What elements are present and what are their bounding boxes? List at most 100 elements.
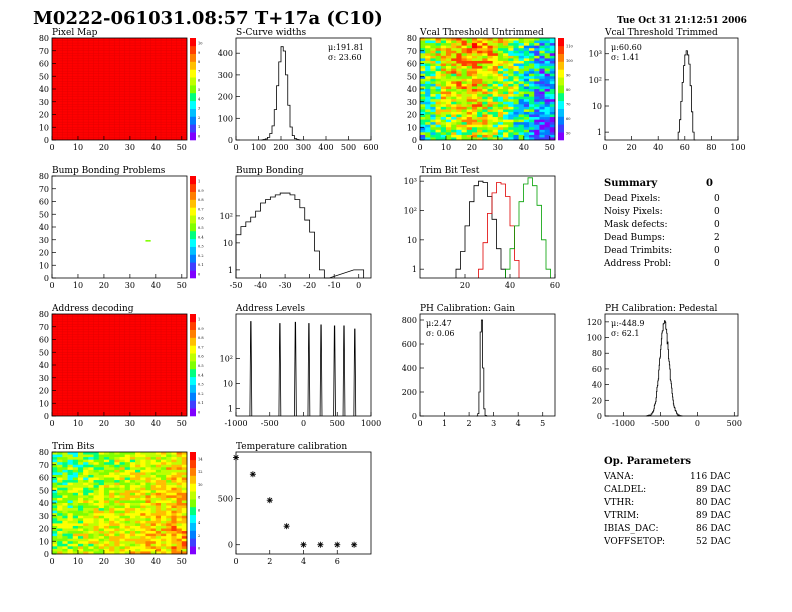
heatmap-cell — [62, 467, 68, 471]
heatmap-cell — [445, 45, 452, 49]
heatmap-cell — [77, 520, 84, 524]
heatmap-cell — [518, 96, 525, 100]
heatmap-cell — [497, 40, 504, 44]
heatmap-cell — [161, 459, 167, 463]
heatmap-cell — [482, 78, 488, 82]
heatmap-cell — [544, 114, 551, 118]
heatmap-cell — [451, 81, 457, 85]
heatmap-cell — [145, 472, 151, 476]
heatmap-cell — [98, 525, 105, 529]
x-tick-label: 10 — [73, 419, 83, 428]
heatmap-cell — [145, 485, 151, 488]
heatmap-cell — [52, 480, 58, 483]
heatmap-cell — [150, 505, 157, 509]
heatmap-cell — [529, 99, 535, 103]
heatmap-cell — [62, 536, 68, 539]
heatmap-cell — [181, 490, 188, 494]
x-tick-label: -20 — [303, 281, 316, 290]
heatmap-cell — [482, 99, 488, 103]
heatmap-cell — [129, 487, 136, 491]
heatmap-cell — [109, 485, 115, 488]
heatmap-cell — [98, 474, 105, 478]
heatmap-cell — [435, 89, 442, 92]
param-value: 116 DAC — [690, 472, 731, 482]
heatmap-cell — [77, 508, 84, 511]
heatmap-cell — [62, 518, 68, 522]
y-tick-label: 30 — [39, 512, 49, 521]
heatmap-cell — [518, 58, 525, 62]
heatmap-cell — [67, 480, 74, 483]
heatmap-cell — [513, 63, 519, 67]
plot-frame — [51, 175, 188, 279]
heatmap-cell — [103, 523, 110, 527]
palette-label: 10 — [198, 483, 202, 487]
heatmap-cell — [124, 533, 131, 537]
heatmap-cell — [420, 109, 426, 113]
heatmap-cell — [440, 124, 447, 128]
heatmap-cell — [430, 50, 436, 54]
heatmap-cell — [477, 106, 483, 110]
heatmap-cell — [171, 490, 177, 494]
x-tick-label: 0 — [49, 143, 54, 152]
heatmap-cell — [72, 485, 79, 488]
heatmap-cell — [534, 71, 540, 74]
heatmap-cell — [181, 546, 188, 550]
heatmap-cell — [114, 515, 120, 519]
heatmap-cell — [98, 536, 105, 539]
heatmap-cell — [539, 99, 545, 103]
heatmap-cell — [109, 462, 115, 466]
heatmap-cell — [420, 71, 426, 74]
heatmap-cell — [451, 137, 457, 141]
heatmap-cell — [492, 76, 499, 80]
heatmap-cell — [57, 487, 63, 491]
heatmap-cell — [445, 104, 452, 108]
heatmap-cell — [109, 525, 115, 529]
heatmap-cell — [518, 55, 525, 59]
heatmap-cell — [119, 503, 125, 506]
heatmap-cell — [103, 469, 110, 473]
heatmap-cell — [503, 43, 509, 46]
palette-swatch — [190, 238, 196, 247]
heatmap-cell — [471, 96, 478, 100]
x-tick-label: 40 — [151, 281, 161, 290]
heatmap-cell — [181, 469, 188, 473]
heatmap-cell — [83, 523, 89, 527]
heatmap-cell — [103, 472, 110, 476]
heatmap-cell — [430, 63, 436, 67]
heatmap-cell — [62, 459, 68, 463]
heatmap-cell — [72, 505, 79, 509]
heatmap-cell — [508, 81, 514, 85]
heatmap-cell — [171, 510, 177, 514]
heatmap-cell — [103, 505, 110, 509]
heatmap-cell — [503, 53, 509, 57]
heatmap-cell — [98, 510, 105, 514]
heatmap-cell — [487, 40, 493, 44]
heatmap-cell — [529, 134, 535, 138]
dead-bump-pixel — [145, 240, 149, 242]
heatmap-cell — [471, 137, 478, 141]
heatmap-cell — [461, 45, 468, 49]
heatmap-cell — [140, 548, 146, 552]
heatmap-cell — [67, 513, 74, 517]
x-tick-label: 0 — [417, 143, 422, 152]
heatmap-cell — [513, 48, 519, 52]
y-tick-label: 80 — [39, 448, 49, 457]
heatmap-cell — [544, 81, 551, 85]
heatmap-cell — [471, 40, 478, 44]
heatmap-cell — [57, 508, 63, 511]
heatmap-cell — [140, 472, 146, 476]
heatmap-cell — [456, 50, 462, 54]
heatmap-cell — [503, 122, 509, 125]
x-tick-label: 20 — [627, 143, 637, 152]
heatmap-cell — [471, 94, 478, 97]
heatmap-cell — [83, 487, 89, 491]
heatmap-cell — [435, 119, 442, 123]
palette-label: 0 — [198, 134, 200, 138]
heatmap-cell — [544, 43, 551, 46]
heatmap-cell — [451, 122, 457, 125]
heatmap-cell — [451, 68, 457, 72]
heatmap-cell — [135, 452, 141, 455]
histogram-series — [235, 192, 365, 279]
heatmap-cell — [508, 78, 514, 82]
heatmap-cell — [109, 452, 115, 455]
